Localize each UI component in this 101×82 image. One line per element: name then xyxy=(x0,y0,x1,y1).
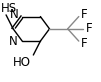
Text: F: F xyxy=(86,22,93,35)
Text: N: N xyxy=(8,35,17,48)
Text: HS: HS xyxy=(1,2,17,15)
Text: F: F xyxy=(81,8,87,21)
Text: HO: HO xyxy=(13,56,31,69)
Text: N: N xyxy=(9,8,18,21)
Text: F: F xyxy=(81,37,87,50)
